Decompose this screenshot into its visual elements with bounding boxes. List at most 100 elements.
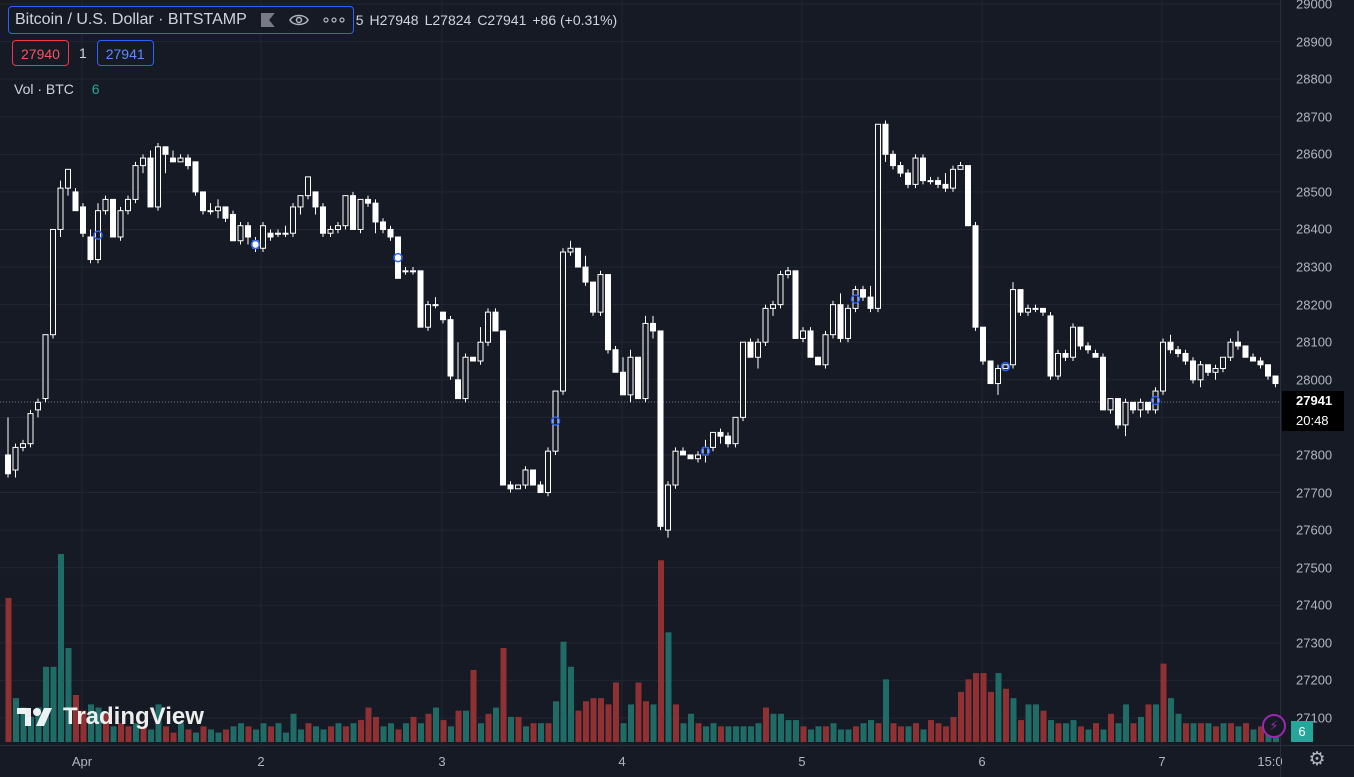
- candle-body: [260, 225, 266, 249]
- candle-body: [462, 356, 469, 400]
- candle-body: [335, 225, 341, 230]
- candle-body: [5, 454, 11, 475]
- candle-body: [267, 232, 274, 238]
- volume-bar: [1250, 729, 1257, 742]
- candle-body: [770, 304, 776, 309]
- candle-body: [455, 379, 461, 400]
- volume-bar: [950, 716, 957, 742]
- buy-button[interactable]: 27941: [96, 40, 154, 66]
- candle-body: [747, 341, 754, 358]
- volume-bar: [710, 723, 717, 742]
- price-axis-label: 27300: [1296, 635, 1333, 651]
- candle-body: [365, 198, 371, 204]
- candle-body: [642, 322, 649, 400]
- volume-bar: [725, 726, 732, 742]
- candle-body: [1047, 315, 1054, 377]
- candle-body: [305, 176, 311, 197]
- volume-bar: [913, 723, 919, 742]
- volume-bar: [1235, 726, 1242, 742]
- session-marker: [93, 230, 103, 240]
- session-marker: [850, 294, 861, 304]
- volume-bar: [673, 704, 679, 742]
- volume-bar: [50, 666, 57, 742]
- volume-bar: [545, 723, 552, 742]
- volume-bar: [628, 704, 634, 742]
- time-axis[interactable]: Apr 2 3 4 5 6 7 15:0: [0, 745, 1283, 777]
- volume-bar: [238, 723, 244, 742]
- volume-bar: [958, 691, 964, 742]
- candle-body: [342, 195, 349, 227]
- volume-bar: [350, 723, 357, 742]
- candle-body: [777, 274, 784, 306]
- candle-body: [1040, 307, 1046, 313]
- chart-area[interactable]: Bitcoin / U.S. Dollar · BITSTAMP 5 H2794…: [0, 0, 1280, 745]
- candle-body: [357, 198, 364, 230]
- symbol-title[interactable]: Bitcoin / U.S. Dollar · BITSTAMP: [15, 11, 247, 28]
- volume-label: Vol · BTC: [14, 81, 74, 97]
- candle-body: [230, 213, 236, 242]
- volume-bar: [823, 726, 829, 742]
- gear-icon[interactable]: ⚙: [1308, 749, 1326, 770]
- candle-body: [897, 165, 904, 174]
- candle-body: [327, 228, 334, 234]
- ohlc-high: H27948: [369, 12, 419, 28]
- volume-bar: [590, 698, 597, 742]
- volume-legend[interactable]: Vol · BTC 6: [14, 81, 100, 97]
- time-axis-label: Apr: [71, 754, 93, 769]
- candle-body: [1167, 341, 1174, 351]
- candle-body: [1085, 345, 1091, 351]
- flash-icon[interactable]: ⚡: [1262, 714, 1286, 738]
- tradingview-watermark[interactable]: TradingView: [17, 703, 204, 731]
- candle-body: [672, 450, 679, 486]
- volume-bar: [650, 704, 657, 742]
- time-axis-label: 6: [978, 754, 986, 769]
- volume-bar: [965, 679, 972, 742]
- eye-icon[interactable]: [288, 13, 309, 27]
- candle-body: [12, 446, 19, 471]
- symbol-box[interactable]: Bitcoin / U.S. Dollar · BITSTAMP: [8, 6, 354, 34]
- candle-body: [275, 232, 281, 235]
- volume-bar: [140, 726, 147, 742]
- candle-body: [785, 270, 791, 276]
- volume-bar: [755, 723, 762, 742]
- sell-button[interactable]: 27940: [12, 40, 69, 66]
- volume-bar: [125, 726, 132, 742]
- candle-body: [402, 270, 409, 273]
- tradingview-logo-icon: [17, 706, 57, 728]
- candle-body: [620, 371, 626, 396]
- flag-icon[interactable]: [260, 13, 275, 27]
- price-axis-label: 28200: [1296, 297, 1333, 313]
- volume-bar: [133, 723, 139, 742]
- volume-bar: [425, 713, 432, 742]
- time-axis-label: 15:0: [1257, 754, 1283, 769]
- session-marker: [1150, 395, 1161, 406]
- more-icon[interactable]: [323, 17, 345, 23]
- volume-bar: [43, 666, 49, 742]
- candle-body: [57, 187, 64, 230]
- price-axis-label: 27200: [1296, 672, 1333, 688]
- candle-body: [470, 356, 476, 362]
- volume-bar: [875, 723, 882, 742]
- volume-bar: [560, 641, 567, 742]
- candle-body: [425, 304, 431, 328]
- volume-bar: [905, 726, 912, 742]
- candle-body: [1197, 364, 1204, 381]
- candle-body: [612, 349, 619, 373]
- candle-body: [582, 266, 589, 283]
- price-axis[interactable]: 29000 28900 28800 28700 28600 28500 28400 28300…: [1262, 0, 1354, 745]
- volume-bar: [733, 726, 739, 742]
- chart-canvas[interactable]: [0, 0, 1280, 745]
- price-axis-label: 29000: [1296, 0, 1333, 12]
- volume-bar: [358, 720, 364, 742]
- candle-body: [500, 330, 506, 486]
- candle-body: [140, 157, 146, 167]
- candle-body: [987, 360, 994, 385]
- volume-bar: [635, 682, 642, 742]
- candle-body: [995, 368, 1001, 385]
- candle-body: [912, 157, 919, 185]
- candle-body: [1235, 341, 1241, 347]
- candle-body: [710, 431, 716, 448]
- volume-bar: [1078, 726, 1084, 742]
- volume-bar: [28, 716, 34, 742]
- volume-bar: [868, 720, 874, 742]
